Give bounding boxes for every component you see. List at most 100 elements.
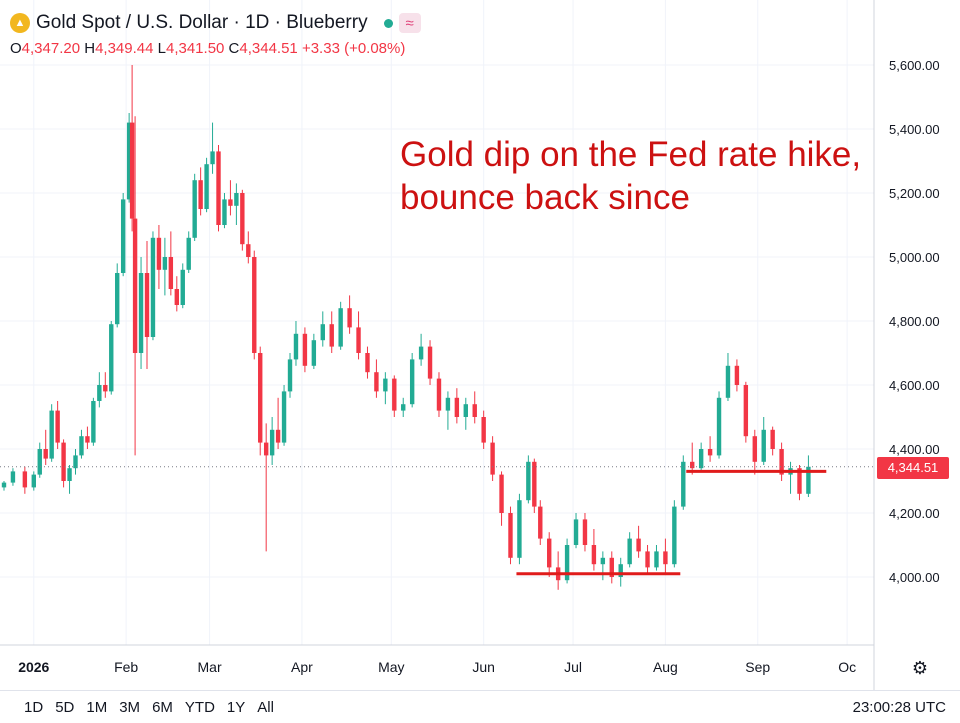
- candle: [508, 506, 513, 565]
- candle: [547, 532, 552, 577]
- candle-body: [311, 340, 317, 366]
- candle: [246, 231, 251, 264]
- candle-body: [761, 429, 766, 462]
- wave-indicator-icon[interactable]: ≈: [398, 13, 421, 33]
- candle: [347, 295, 352, 334]
- candle: [31, 471, 36, 491]
- candle: [672, 500, 677, 568]
- candle-body: [636, 538, 641, 552]
- candle-body: [10, 471, 16, 483]
- candle-body: [61, 442, 66, 481]
- candle: [517, 493, 522, 565]
- candle-body: [287, 359, 293, 392]
- candle-body: [144, 273, 150, 337]
- candle: [67, 465, 72, 494]
- candle-body: [1, 482, 7, 488]
- candle-body: [222, 199, 227, 225]
- candle: [287, 353, 293, 398]
- candle: [168, 231, 174, 296]
- range-6m-button[interactable]: 6M: [152, 698, 173, 716]
- candle-body: [672, 506, 677, 565]
- candle: [252, 250, 257, 360]
- candle: [162, 237, 168, 296]
- candle-body: [168, 257, 174, 289]
- candle: [1, 481, 7, 491]
- candle: [216, 145, 221, 232]
- candle: [91, 397, 96, 446]
- candle: [43, 429, 48, 465]
- candle-body: [770, 429, 775, 449]
- range-5d-button[interactable]: 5D: [55, 698, 75, 716]
- candle-body: [409, 359, 415, 405]
- x-tick-label: Apr: [291, 659, 313, 675]
- price-chart[interactable]: 4,000.00 4,200.00 4,400.00 4,600.00 4,800.00…: [0, 0, 960, 690]
- candle-body: [481, 417, 486, 443]
- candle-body: [329, 324, 334, 347]
- candle-body: [532, 461, 537, 507]
- candle-body: [499, 474, 504, 513]
- gear-icon[interactable]: ⚙: [911, 658, 929, 678]
- range-all-button[interactable]: All: [257, 698, 274, 716]
- range-3m-button[interactable]: 3M: [119, 698, 141, 716]
- candle-body: [508, 513, 513, 558]
- candle: [338, 301, 343, 350]
- candle-body: [383, 378, 388, 392]
- candle: [269, 417, 275, 465]
- candle-body: [538, 506, 543, 539]
- candle-body: [591, 545, 597, 565]
- candle-body: [228, 199, 233, 206]
- symbol-header[interactable]: ▲ Gold Spot / U.S. Dollar · 1D · Blueber…: [10, 8, 421, 38]
- candle-body: [258, 353, 263, 443]
- candle-body: [716, 397, 722, 456]
- y-tick-label: 4,400.00: [889, 442, 940, 457]
- candle-body: [79, 436, 84, 456]
- x-tick-label: 2026: [18, 659, 49, 675]
- candle: [281, 385, 287, 446]
- candle: [445, 391, 451, 430]
- candle: [427, 340, 433, 385]
- y-tick-label: 4,000.00: [889, 570, 940, 585]
- candle: [103, 372, 108, 398]
- candle: [258, 346, 263, 456]
- candle: [591, 529, 597, 571]
- candle-body: [55, 410, 60, 443]
- candle: [222, 193, 227, 229]
- candle-body: [275, 429, 281, 443]
- range-ytd-button[interactable]: YTD: [184, 698, 215, 716]
- range-1d-button[interactable]: 1D: [24, 698, 44, 716]
- candle: [770, 426, 775, 456]
- candle: [716, 391, 722, 459]
- candle: [752, 429, 757, 475]
- x-tick-label: May: [378, 659, 404, 675]
- candle: [174, 276, 179, 312]
- candle: [186, 231, 191, 273]
- candle-body: [138, 273, 144, 353]
- candle: [436, 372, 442, 417]
- candle: [463, 397, 468, 430]
- candle-body: [126, 122, 132, 200]
- candle: [600, 551, 606, 581]
- candle: [734, 359, 740, 392]
- candle-body: [445, 397, 451, 411]
- symbol-title[interactable]: Gold Spot / U.S. Dollar · 1D · Blueberry: [36, 12, 368, 33]
- candle: [132, 116, 138, 456]
- x-tick-label: Aug: [653, 659, 678, 675]
- range-1y-button[interactable]: 1Y: [226, 698, 246, 716]
- candle: [573, 513, 579, 549]
- x-tick-label: Sep: [745, 659, 770, 675]
- range-1m-button[interactable]: 1M: [86, 698, 108, 716]
- candle: [22, 466, 28, 494]
- candle-body: [797, 468, 802, 494]
- candle: [320, 311, 325, 347]
- candle-body: [103, 385, 108, 392]
- candle: [192, 173, 197, 241]
- candle: [582, 513, 588, 552]
- candle: [129, 65, 135, 232]
- candle-body: [356, 327, 361, 353]
- candle-body: [698, 449, 704, 469]
- candle-body: [725, 365, 731, 398]
- utc-clock[interactable]: 23:00:28 UTC: [852, 699, 946, 716]
- candle-body: [374, 372, 379, 392]
- candle: [302, 327, 308, 373]
- candle-body: [526, 461, 531, 501]
